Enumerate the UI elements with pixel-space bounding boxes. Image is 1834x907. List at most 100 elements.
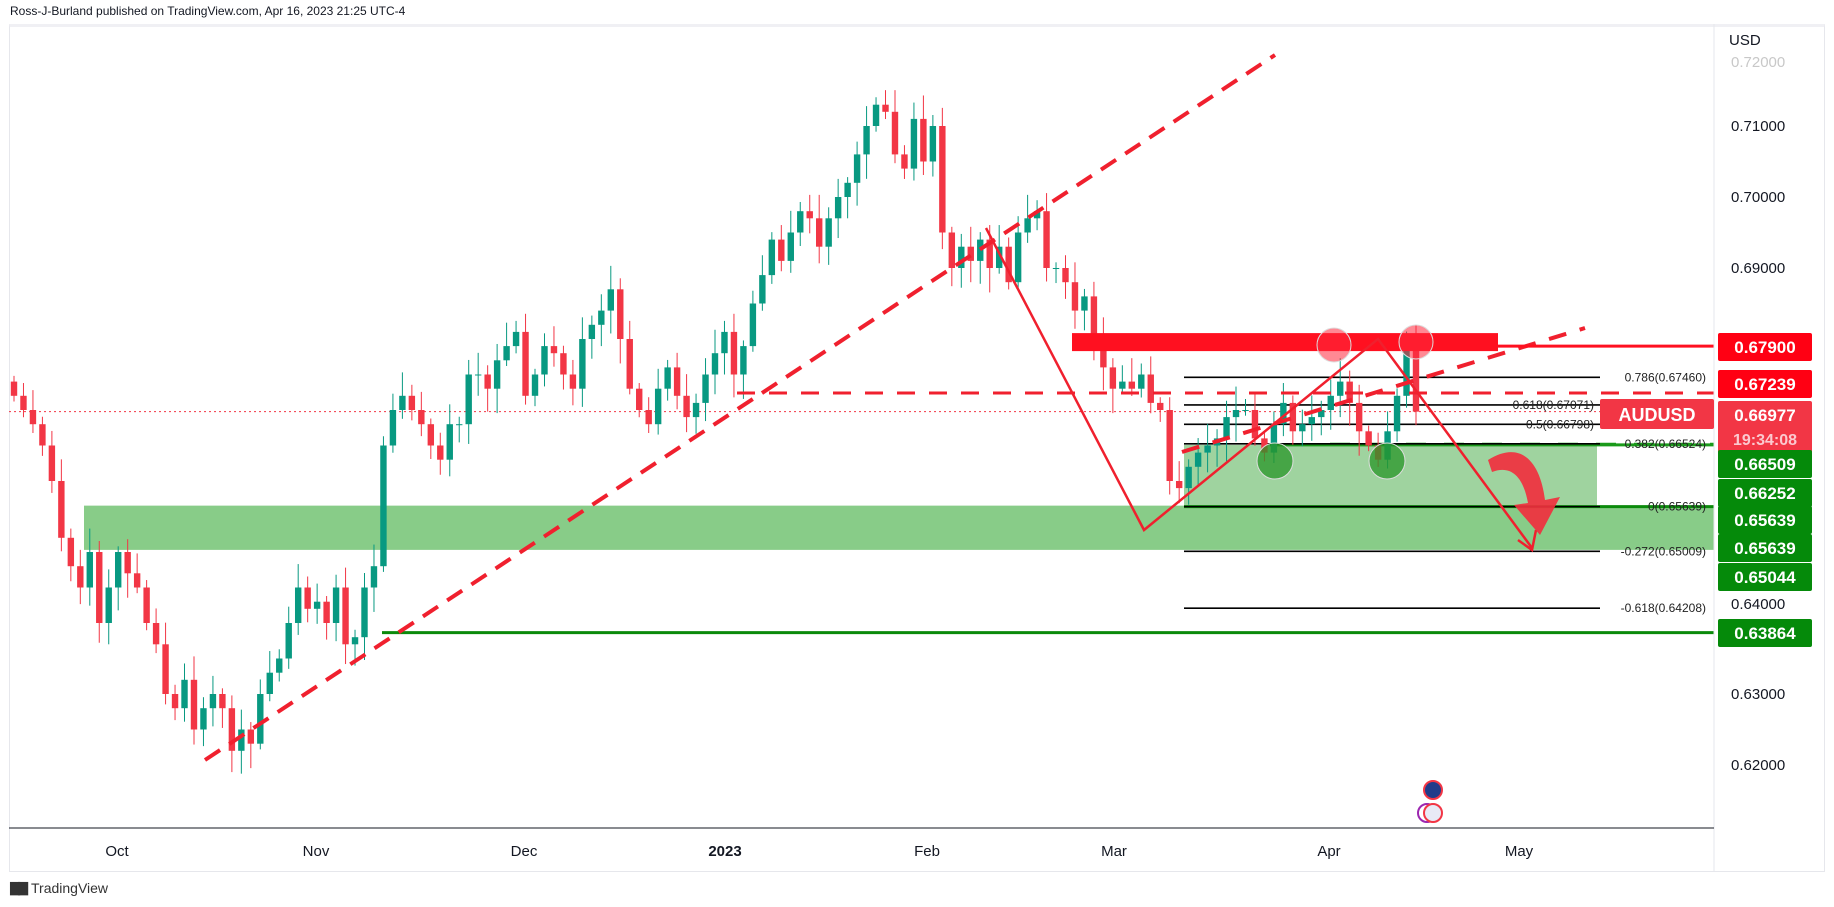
candle — [863, 106, 870, 179]
candle — [929, 114, 937, 177]
candle — [626, 320, 633, 395]
candle — [143, 580, 150, 631]
candle — [418, 391, 425, 437]
candle-body — [806, 211, 813, 219]
candle-body — [654, 388, 662, 425]
candle — [304, 576, 311, 623]
candle-body — [380, 445, 387, 567]
fib-level-label: 0.618(0.67071) — [1513, 398, 1594, 412]
candle-body — [115, 552, 122, 588]
price-label: 0.63864 — [1734, 624, 1796, 643]
candle — [617, 278, 624, 364]
candle — [247, 722, 255, 769]
candle — [1299, 409, 1306, 447]
candle — [294, 564, 302, 635]
candle-body — [1204, 445, 1211, 453]
candle — [484, 365, 491, 412]
candle-body — [361, 587, 368, 638]
candle-body — [730, 331, 738, 375]
candle — [787, 210, 794, 273]
tradingview-brand[interactable]: ▇▇ TradingView — [10, 880, 108, 896]
candle — [1166, 397, 1173, 495]
candle — [560, 345, 567, 390]
candle-body — [948, 232, 956, 268]
candle — [181, 663, 188, 722]
candle-body — [1119, 381, 1126, 389]
candle-body — [1355, 402, 1363, 432]
candle-body — [522, 331, 529, 396]
fib-level-label: 0.382(0.66524) — [1625, 437, 1706, 451]
candle-body — [1100, 339, 1107, 368]
candle-body — [257, 694, 264, 744]
candle-body — [1185, 466, 1192, 489]
candle — [1204, 423, 1211, 473]
candle — [721, 320, 728, 375]
candle — [474, 352, 482, 396]
candle — [901, 145, 908, 179]
candle-body — [882, 104, 889, 112]
candle — [48, 430, 56, 493]
candle-body — [560, 353, 567, 375]
candle — [1062, 255, 1069, 299]
candle-body — [1251, 410, 1259, 439]
candle-body — [1242, 410, 1249, 411]
price-label: 0.67239 — [1734, 375, 1795, 394]
candle — [891, 90, 899, 164]
price-label-box — [1718, 506, 1812, 534]
x-tick-label: Nov — [303, 843, 330, 860]
price-label: 0.66509 — [1734, 455, 1795, 474]
candle — [1147, 356, 1154, 414]
candle — [1175, 461, 1183, 504]
bar-countdown: 19:34:08 — [1733, 432, 1797, 449]
candle-body — [673, 367, 681, 396]
fib-level-label: 0.786(0.67460) — [1625, 370, 1706, 384]
candle-body — [863, 126, 870, 155]
x-tick-label: May — [1505, 843, 1534, 860]
candle — [853, 141, 861, 206]
candle-body — [332, 587, 340, 623]
candle — [920, 95, 927, 175]
candle-body — [58, 481, 65, 538]
candle-body — [370, 566, 378, 588]
candle-body — [181, 679, 188, 709]
candle — [579, 317, 586, 407]
candle — [58, 459, 65, 552]
candle — [1052, 262, 1060, 284]
candle — [503, 322, 510, 366]
candle — [939, 107, 946, 250]
candle-body — [1147, 374, 1154, 403]
candle-body — [1052, 268, 1060, 269]
candle — [96, 540, 103, 643]
candle — [152, 608, 160, 654]
candle-body — [645, 410, 652, 425]
candle-body — [342, 587, 349, 645]
price-label: 0.67900 — [1734, 338, 1795, 357]
candle — [673, 352, 681, 410]
price-label: 0.66977 — [1734, 406, 1795, 425]
candle — [664, 359, 671, 401]
price-label-box — [1718, 534, 1812, 562]
candle-body — [664, 367, 671, 389]
candle-body — [531, 374, 539, 396]
candle — [133, 553, 141, 594]
candle — [86, 528, 93, 606]
candle-body — [1393, 395, 1401, 432]
candle — [1157, 397, 1164, 422]
price-label: 0.65639 — [1734, 539, 1795, 558]
candle-body — [1157, 402, 1164, 410]
candle — [1318, 400, 1325, 436]
candle-body — [844, 182, 851, 197]
publisher-line: Ross-J-Burland published on TradingView.… — [10, 4, 406, 18]
candle — [948, 226, 956, 287]
candle-body — [721, 331, 728, 354]
candle-body — [1403, 346, 1410, 396]
candle-body — [276, 658, 283, 673]
candle-body — [96, 552, 103, 623]
candle — [77, 549, 84, 605]
price-label-box — [1718, 370, 1812, 398]
candle — [10, 375, 18, 402]
candle-body — [39, 424, 46, 446]
candle-body — [853, 154, 861, 183]
candle — [389, 393, 397, 453]
